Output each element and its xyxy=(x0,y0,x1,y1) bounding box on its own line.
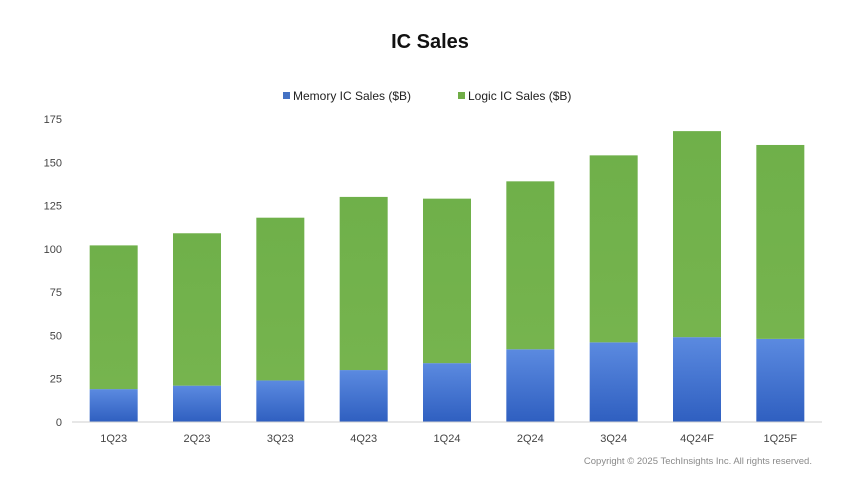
bar-memory-2q24 xyxy=(506,349,555,422)
chart-title: IC Sales xyxy=(391,31,469,53)
bar-memory-2q23 xyxy=(173,385,221,422)
x-tick-label: 4Q24F xyxy=(680,433,714,445)
bar-logic-1q23 xyxy=(89,245,138,390)
bars-group xyxy=(89,131,805,422)
bar-memory-1q23 xyxy=(89,389,138,422)
bar-memory-4q24f xyxy=(673,337,721,422)
x-tick-label: 2Q23 xyxy=(184,433,211,445)
bar-memory-3q23 xyxy=(256,380,305,422)
bar-logic-3q24 xyxy=(589,155,638,343)
bar-logic-1q25f xyxy=(756,144,805,339)
legend-swatch-memory xyxy=(283,92,290,99)
x-tick-label: 2Q24 xyxy=(517,433,544,445)
x-tick-label: 4Q23 xyxy=(350,433,377,445)
x-axis: 1Q23 2Q23 3Q23 4Q23 1Q24 2Q24 3Q24 4Q24F 1Q25F xyxy=(72,421,822,445)
y-tick-label: 175 xyxy=(44,114,62,126)
y-tick-label: 25 xyxy=(50,374,62,386)
bar-logic-3q23 xyxy=(256,217,305,381)
bar-memory-4q23 xyxy=(339,370,388,422)
bar-memory-3q24 xyxy=(589,342,638,422)
bar-logic-2q23 xyxy=(173,233,221,386)
x-tick-label: 1Q23 xyxy=(100,433,127,445)
y-tick-label: 150 xyxy=(44,157,62,169)
legend: Memory IC Sales ($B) Logic IC Sales ($B) xyxy=(283,89,571,103)
y-tick-label: 75 xyxy=(50,287,62,299)
y-tick-label: 50 xyxy=(50,330,62,342)
bar-logic-4q23 xyxy=(339,196,388,371)
y-axis: 0 25 50 75 100 125 150 175 xyxy=(44,114,62,429)
bar-memory-1q24 xyxy=(423,363,471,422)
y-tick-label: 125 xyxy=(44,201,62,213)
bar-logic-2q24 xyxy=(506,181,555,350)
x-tick-label: 1Q25F xyxy=(764,433,798,445)
bar-memory-1q25f xyxy=(756,338,805,422)
bar-logic-1q24 xyxy=(423,198,471,364)
y-tick-label: 0 xyxy=(56,417,62,429)
y-tick-label: 100 xyxy=(44,244,62,256)
legend-swatch-logic xyxy=(458,92,465,99)
x-tick-label: 3Q24 xyxy=(600,433,627,445)
x-tick-label: 1Q24 xyxy=(434,433,461,445)
bar-logic-4q24f xyxy=(673,131,721,338)
x-tick-label: 3Q23 xyxy=(267,433,294,445)
legend-label-logic: Logic IC Sales ($B) xyxy=(468,89,571,103)
copyright-notice: Copyright © 2025 TechInsights Inc. All r… xyxy=(584,456,812,467)
legend-label-memory: Memory IC Sales ($B) xyxy=(293,89,411,103)
